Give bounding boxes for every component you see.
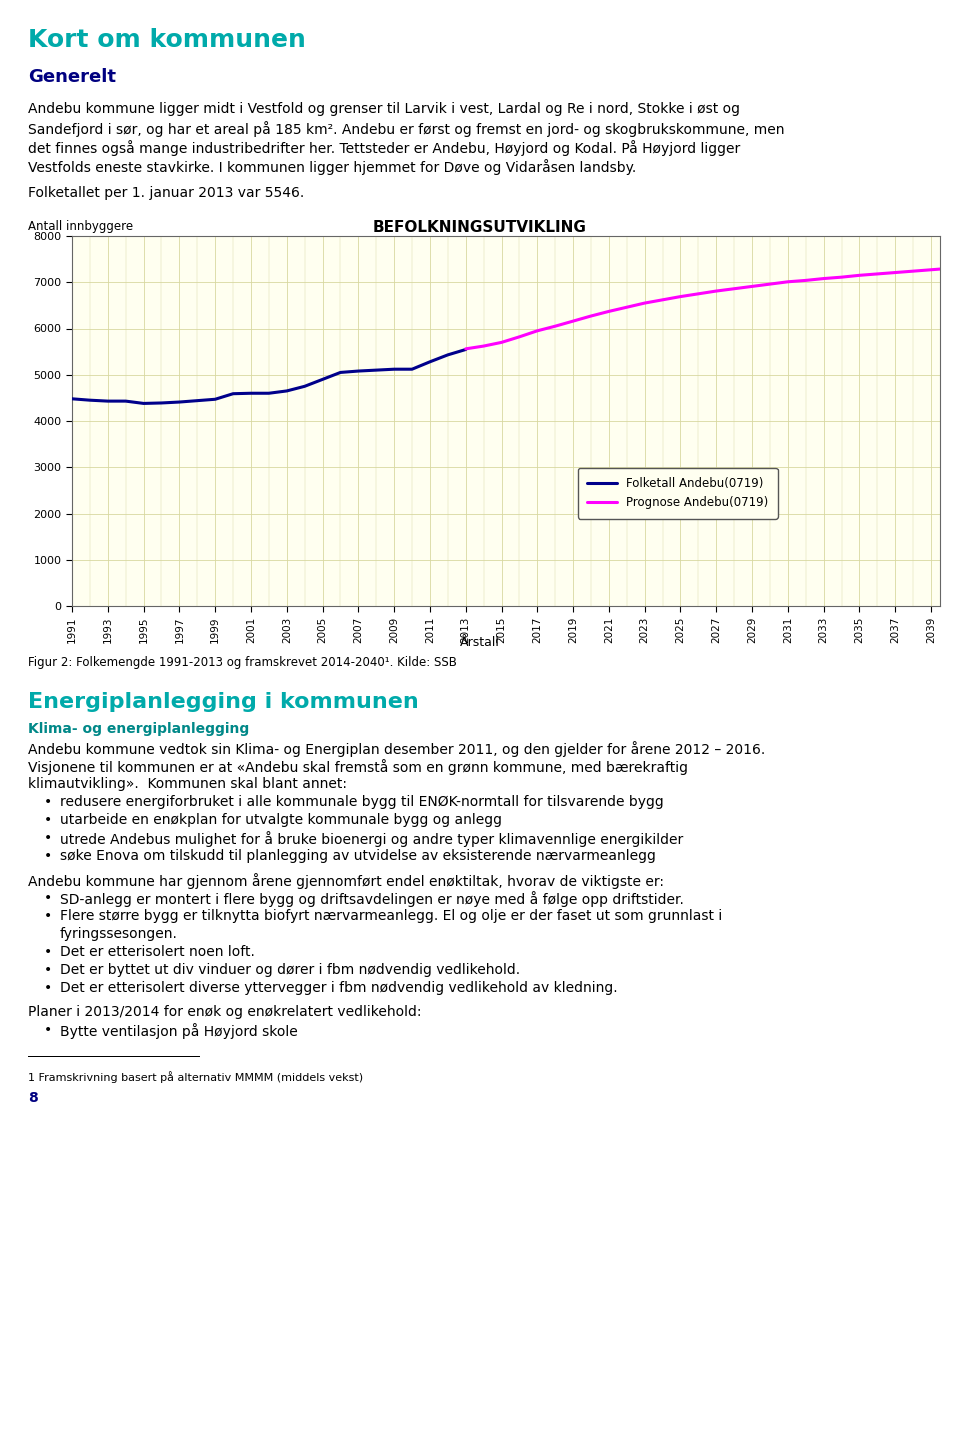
Text: redusere energiforbruket i alle kommunale bygg til ENØK-normtall for tilsvarende: redusere energiforbruket i alle kommunal… bbox=[60, 795, 663, 810]
Text: Generelt: Generelt bbox=[28, 68, 116, 87]
Folketall Andebu(0719) bbox=[335, 364, 347, 381]
Folketall Andebu(0719) bbox=[102, 392, 113, 410]
Text: Det er byttet ut div vinduer og dører i fbm nødvendig vedlikehold.: Det er byttet ut div vinduer og dører i … bbox=[60, 962, 520, 977]
Prognose Andebu(0719) bbox=[675, 289, 686, 306]
Folketall Andebu(0719) bbox=[84, 391, 96, 408]
Text: Andebu kommune har gjennom årene gjennomført endel enøktiltak, hvorav de viktigs: Andebu kommune har gjennom årene gjennom… bbox=[28, 873, 664, 889]
Text: Figur 2: Folkemengde 1991-2013 og framskrevet 2014-2040¹. Kilde: SSB: Figur 2: Folkemengde 1991-2013 og framsk… bbox=[28, 657, 457, 670]
Text: Planer i 2013/2014 for enøk og enøkrelatert vedlikehold:: Planer i 2013/2014 for enøk og enøkrelat… bbox=[28, 1004, 421, 1019]
Text: •: • bbox=[44, 1023, 52, 1038]
Text: Andebu kommune vedtok sin Klima- og Energiplan desember 2011, og den gjelder for: Andebu kommune vedtok sin Klima- og Ener… bbox=[28, 742, 765, 758]
Text: Det er etterisolert noen loft.: Det er etterisolert noen loft. bbox=[60, 945, 254, 960]
Prognose Andebu(0719) bbox=[907, 263, 919, 280]
Prognose Andebu(0719) bbox=[460, 341, 471, 358]
Text: Antall innbyggere: Antall innbyggere bbox=[28, 219, 133, 232]
Text: SD-anlegg er montert i flere bygg og driftsavdelingen er nøye med å følge opp dr: SD-anlegg er montert i flere bygg og dri… bbox=[60, 890, 684, 908]
Text: •: • bbox=[44, 981, 52, 996]
Folketall Andebu(0719) bbox=[245, 385, 256, 403]
Text: det finnes også mange industribedrifter her. Tettsteder er Andebu, Høyjord og Ko: det finnes også mange industribedrifter … bbox=[28, 140, 740, 156]
Text: •: • bbox=[44, 945, 52, 960]
Folketall Andebu(0719) bbox=[174, 394, 185, 411]
Text: Folketallet per 1. januar 2013 var 5546.: Folketallet per 1. januar 2013 var 5546. bbox=[28, 186, 304, 201]
Prognose Andebu(0719) bbox=[943, 260, 954, 277]
Text: utarbeide en enøkplan for utvalgte kommunale bygg og anlegg: utarbeide en enøkplan for utvalgte kommu… bbox=[60, 812, 502, 827]
Text: •: • bbox=[44, 890, 52, 905]
Folketall Andebu(0719) bbox=[66, 390, 78, 407]
Prognose Andebu(0719) bbox=[746, 277, 757, 294]
Text: Sandefjord i sør, og har et areal på 185 km². Andebu er først og fremst en jord-: Sandefjord i sør, og har et areal på 185… bbox=[28, 121, 784, 137]
Prognose Andebu(0719) bbox=[621, 299, 633, 316]
Folketall Andebu(0719) bbox=[352, 362, 364, 380]
Text: Klima- og energiplanlegging: Klima- og energiplanlegging bbox=[28, 722, 250, 736]
Text: Flere større bygg er tilknytta biofyrt nærvarmeanlegg. El og olje er der faset u: Flere større bygg er tilknytta biofyrt n… bbox=[60, 909, 722, 924]
Text: Vestfolds eneste stavkirke. I kommunen ligger hjemmet for Døve og Vidaråsen land: Vestfolds eneste stavkirke. I kommunen l… bbox=[28, 159, 636, 175]
Prognose Andebu(0719) bbox=[495, 333, 507, 351]
Text: Bytte ventilasjon på Høyjord skole: Bytte ventilasjon på Høyjord skole bbox=[60, 1023, 298, 1039]
Text: •: • bbox=[44, 848, 52, 863]
Folketall Andebu(0719) bbox=[406, 361, 418, 378]
Prognose Andebu(0719) bbox=[836, 268, 848, 286]
Line: Folketall Andebu(0719): Folketall Andebu(0719) bbox=[72, 349, 466, 404]
Folketall Andebu(0719) bbox=[120, 392, 132, 410]
Text: 1 Framskrivning basert på alternativ MMMM (middels vekst): 1 Framskrivning basert på alternativ MMM… bbox=[28, 1071, 363, 1082]
Prognose Andebu(0719) bbox=[782, 273, 794, 290]
Folketall Andebu(0719) bbox=[191, 392, 203, 410]
Prognose Andebu(0719) bbox=[567, 313, 579, 330]
Folketall Andebu(0719) bbox=[389, 361, 400, 378]
Folketall Andebu(0719) bbox=[317, 371, 328, 388]
Prognose Andebu(0719) bbox=[478, 338, 490, 355]
Text: Kort om kommunen: Kort om kommunen bbox=[28, 27, 306, 52]
Folketall Andebu(0719) bbox=[424, 354, 436, 371]
Text: 8: 8 bbox=[28, 1091, 37, 1105]
Text: Energiplanlegging i kommunen: Energiplanlegging i kommunen bbox=[28, 693, 419, 711]
Prognose Andebu(0719) bbox=[710, 283, 722, 300]
Text: søke Enova om tilskudd til planlegging av utvidelse av eksisterende nærvarmeanle: søke Enova om tilskudd til planlegging a… bbox=[60, 848, 656, 863]
Prognose Andebu(0719) bbox=[729, 280, 740, 297]
Text: •: • bbox=[44, 812, 52, 827]
Text: utrede Andebus mulighet for å bruke bioenergi og andre typer klimavennlige energ: utrede Andebus mulighet for å bruke bioe… bbox=[60, 831, 684, 847]
Text: Andebu kommune ligger midt i Vestfold og grenser til Larvik i vest, Lardal og Re: Andebu kommune ligger midt i Vestfold og… bbox=[28, 102, 740, 115]
Prognose Andebu(0719) bbox=[764, 276, 776, 293]
Prognose Andebu(0719) bbox=[639, 294, 651, 312]
Prognose Andebu(0719) bbox=[890, 264, 901, 281]
Folketall Andebu(0719) bbox=[281, 382, 293, 400]
Prognose Andebu(0719) bbox=[549, 317, 561, 335]
Text: Visjonene til kommunen er at «Andebu skal fremstå som en grønn kommune, med bære: Visjonene til kommunen er at «Andebu ska… bbox=[28, 759, 688, 775]
Folketall Andebu(0719) bbox=[228, 385, 239, 403]
Prognose Andebu(0719) bbox=[692, 286, 704, 303]
Text: •: • bbox=[44, 795, 52, 810]
Prognose Andebu(0719) bbox=[586, 307, 597, 325]
Text: •: • bbox=[44, 831, 52, 846]
Folketall Andebu(0719) bbox=[138, 395, 150, 413]
Folketall Andebu(0719) bbox=[442, 346, 453, 364]
Legend: Folketall Andebu(0719), Prognose Andebu(0719): Folketall Andebu(0719), Prognose Andebu(… bbox=[578, 468, 778, 518]
Prognose Andebu(0719) bbox=[514, 328, 525, 345]
Text: fyringssesongen.: fyringssesongen. bbox=[60, 926, 178, 941]
Folketall Andebu(0719) bbox=[263, 385, 275, 403]
Folketall Andebu(0719) bbox=[156, 394, 167, 411]
Text: Årstall: Årstall bbox=[460, 636, 500, 649]
Prognose Andebu(0719) bbox=[532, 322, 543, 339]
Prognose Andebu(0719) bbox=[818, 270, 829, 287]
Text: •: • bbox=[44, 962, 52, 977]
Folketall Andebu(0719) bbox=[209, 391, 221, 408]
Text: klimautvikling».  Kommunen skal blant annet:: klimautvikling». Kommunen skal blant ann… bbox=[28, 776, 347, 791]
Prognose Andebu(0719) bbox=[603, 303, 614, 320]
Folketall Andebu(0719) bbox=[299, 378, 310, 395]
Prognose Andebu(0719) bbox=[853, 267, 865, 284]
Prognose Andebu(0719) bbox=[800, 271, 811, 289]
Text: •: • bbox=[44, 909, 52, 924]
Folketall Andebu(0719) bbox=[460, 341, 471, 358]
Prognose Andebu(0719) bbox=[872, 266, 883, 283]
Text: BEFOLKNINGSUTVIKLING: BEFOLKNINGSUTVIKLING bbox=[373, 219, 587, 235]
Text: Det er etterisolert diverse yttervegger i fbm nødvendig vedlikehold av kledning.: Det er etterisolert diverse yttervegger … bbox=[60, 981, 617, 996]
Prognose Andebu(0719) bbox=[925, 261, 937, 278]
Folketall Andebu(0719) bbox=[371, 361, 382, 378]
Line: Prognose Andebu(0719): Prognose Andebu(0719) bbox=[466, 268, 948, 349]
Prognose Andebu(0719) bbox=[657, 291, 668, 309]
